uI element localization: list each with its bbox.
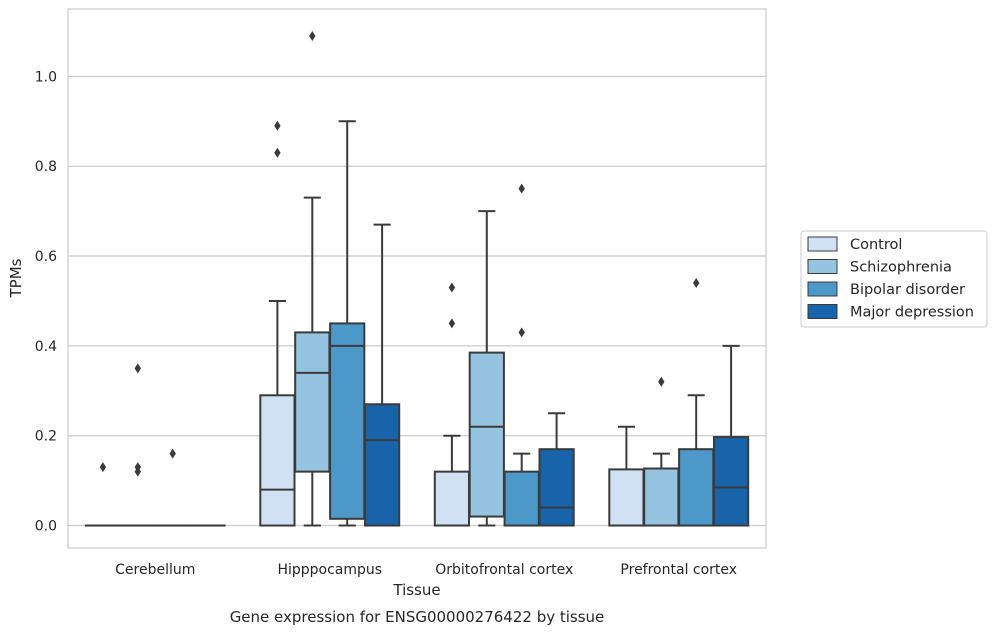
box-iqr — [433, 470, 471, 527]
legend-label: Control — [850, 237, 902, 253]
box-schizophrenia — [119, 363, 156, 527]
legend: Control Schizophrenia Bipolar disorder Majo… — [800, 230, 988, 328]
outlier-point — [448, 282, 456, 293]
box-iqr — [259, 394, 296, 527]
outlier-point — [448, 318, 456, 329]
y-axis-title: TPMs — [7, 258, 25, 298]
y-tick-label: 0.0 — [35, 519, 57, 535]
box-iqr — [363, 403, 401, 527]
plot-frame — [67, 8, 767, 549]
outlier-point — [518, 183, 525, 194]
y-tick-label: 0.6 — [35, 249, 57, 265]
box-iqr — [329, 322, 366, 520]
legend-frame — [800, 230, 988, 328]
outlier-point — [309, 30, 316, 41]
box-control — [259, 120, 296, 527]
legend-swatch — [807, 259, 838, 274]
outlier-point — [693, 277, 700, 288]
outlier-point — [274, 147, 281, 158]
outlier-point — [134, 462, 141, 473]
box-schizophrenia — [643, 376, 680, 527]
legend-swatch — [807, 304, 838, 319]
box-major-depression — [712, 344, 750, 527]
legend-label: Major depression — [850, 305, 974, 321]
box-iqr — [468, 351, 505, 518]
x-axis-ticks: Cerebellum Hipppocampus Orbitofrontal cort… — [115, 562, 737, 578]
legend-swatch — [807, 281, 838, 297]
y-tick-label: 0.2 — [35, 429, 57, 445]
box-schizophrenia — [468, 210, 505, 527]
y-tick-label: 0.4 — [35, 339, 57, 355]
box-iqr — [608, 468, 645, 527]
x-tick-label: Prefrontal cortex — [620, 562, 737, 578]
box-bipolar-disorder — [329, 120, 366, 527]
outlier-point — [99, 462, 107, 473]
outlier-point — [134, 363, 141, 374]
box-major-depression — [538, 412, 575, 527]
y-tick-label: 1.0 — [35, 69, 57, 85]
box-major-depression — [363, 223, 401, 527]
box-iqr — [643, 467, 680, 527]
box-iqr — [678, 448, 715, 527]
chart-caption: Gene expression for ENSG00000276422 by t… — [230, 608, 605, 626]
box-iqr — [503, 470, 540, 527]
legend-swatch — [807, 236, 838, 252]
outlier-point — [658, 376, 665, 387]
box-control — [84, 462, 122, 527]
box-iqr — [294, 331, 331, 473]
legend-label: Bipolar disorder — [850, 282, 965, 298]
box-control — [433, 282, 471, 527]
x-tick-label: Orbitofrontal cortex — [435, 562, 573, 578]
box-bipolar-disorder — [503, 183, 540, 527]
x-tick-label: Cerebellum — [115, 562, 195, 578]
box-schizophrenia — [294, 30, 331, 527]
x-tick-label: Hipppocampus — [277, 562, 382, 578]
box-control — [608, 425, 645, 527]
y-tick-label: 0.8 — [35, 159, 57, 175]
box-bipolar-disorder — [154, 448, 191, 527]
box-bipolar-disorder — [678, 277, 715, 527]
outlier-point — [518, 327, 525, 338]
legend-label: Schizophrenia — [850, 260, 952, 276]
box-iqr — [538, 448, 575, 527]
box-iqr — [712, 436, 750, 527]
x-axis-title: Tissue — [392, 581, 440, 599]
box-groups — [84, 30, 750, 527]
outlier-point — [274, 120, 281, 131]
y-axis-ticks: 0.0 0.2 0.4 0.6 0.8 1.0 — [35, 69, 57, 534]
outlier-point — [169, 448, 176, 459]
